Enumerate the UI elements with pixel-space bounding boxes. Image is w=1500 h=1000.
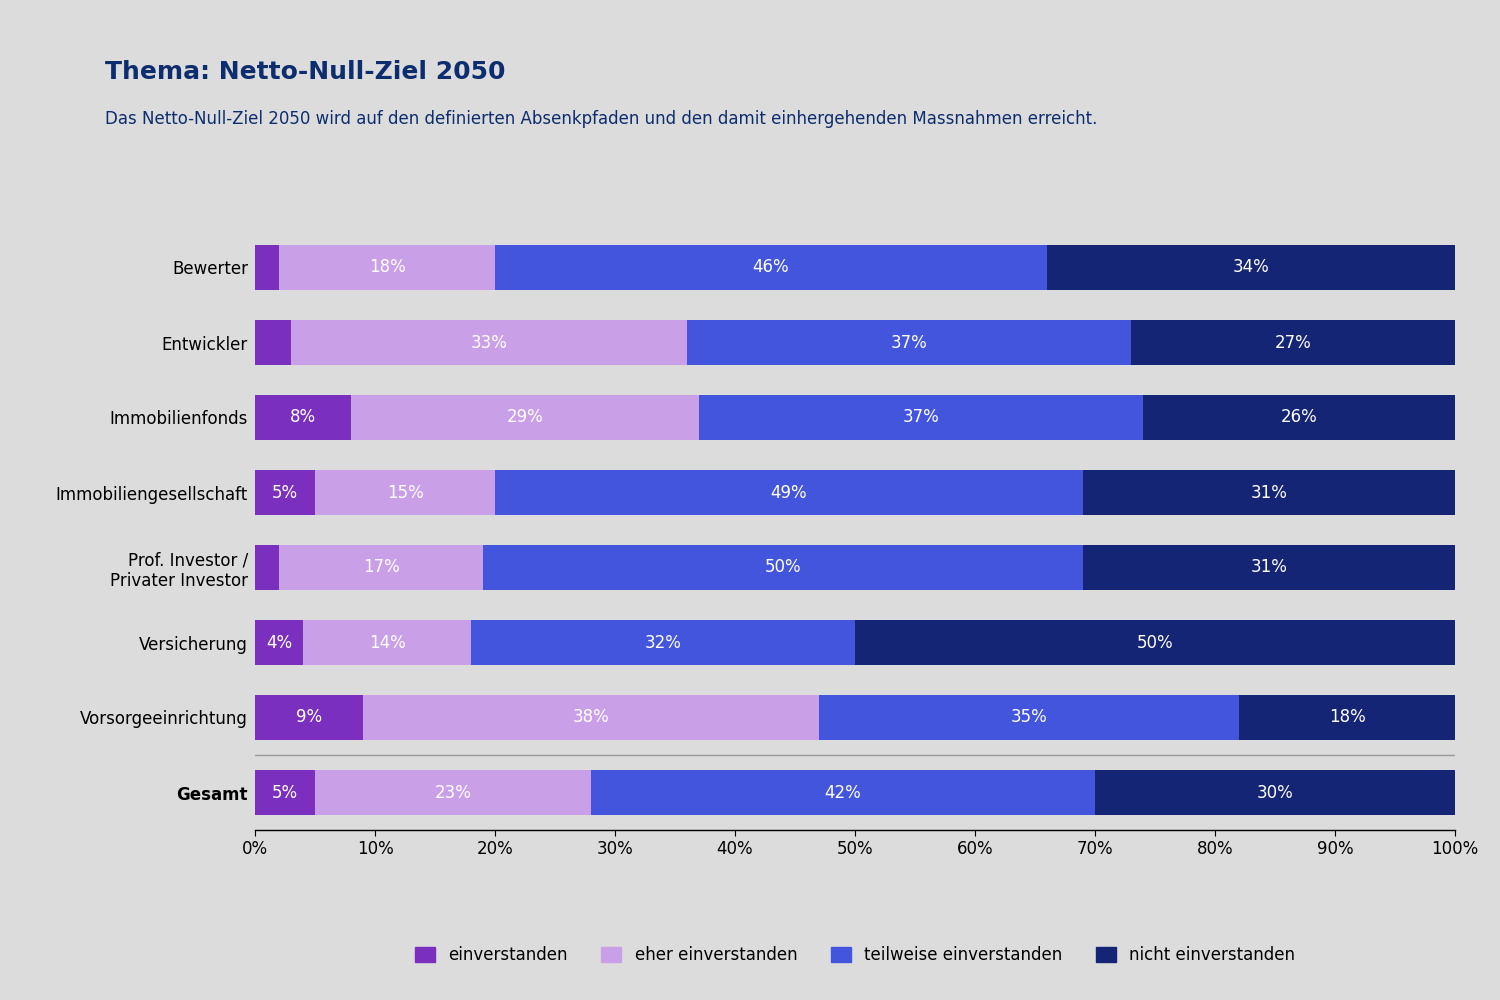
Bar	[699, 395, 1143, 440]
Bar	[1143, 395, 1455, 440]
Bar	[279, 545, 483, 590]
Text: 18%: 18%	[369, 258, 405, 276]
Text: 17%: 17%	[363, 558, 399, 576]
Text: 5%: 5%	[272, 484, 298, 502]
Bar	[483, 545, 1083, 590]
Bar	[495, 470, 1083, 515]
Text: 50%: 50%	[1137, 634, 1173, 652]
Bar	[819, 695, 1239, 740]
Text: 32%: 32%	[645, 634, 681, 652]
Text: 49%: 49%	[771, 484, 807, 502]
Bar	[255, 395, 351, 440]
Text: 46%: 46%	[753, 258, 789, 276]
Bar	[303, 620, 471, 665]
Text: 8%: 8%	[290, 408, 316, 426]
Bar	[255, 545, 279, 590]
Bar	[687, 320, 1131, 365]
Text: 23%: 23%	[435, 784, 471, 802]
Text: 50%: 50%	[765, 558, 801, 576]
Bar	[1095, 770, 1455, 815]
Text: 33%: 33%	[471, 334, 507, 352]
Text: 29%: 29%	[507, 408, 543, 426]
Bar	[1047, 245, 1455, 290]
Bar	[495, 245, 1047, 290]
Text: 5%: 5%	[272, 784, 298, 802]
Legend: einverstanden, eher einverstanden, teilweise einverstanden, nicht einverstanden: einverstanden, eher einverstanden, teilw…	[416, 946, 1294, 964]
Text: 4%: 4%	[266, 634, 292, 652]
Text: Das Netto-Null-Ziel 2050 wird auf den definierten Absenkpfaden und den damit ein: Das Netto-Null-Ziel 2050 wird auf den de…	[105, 110, 1098, 128]
Bar	[1083, 470, 1455, 515]
Text: 18%: 18%	[1329, 708, 1365, 726]
Text: 31%: 31%	[1251, 558, 1287, 576]
Bar	[1239, 695, 1455, 740]
Text: 30%: 30%	[1257, 784, 1293, 802]
Text: 15%: 15%	[387, 484, 423, 502]
Bar	[255, 620, 303, 665]
Text: 35%: 35%	[1011, 708, 1047, 726]
Text: 38%: 38%	[573, 708, 609, 726]
Bar	[255, 770, 315, 815]
Bar	[315, 770, 591, 815]
Bar	[315, 470, 495, 515]
Text: 31%: 31%	[1251, 484, 1287, 502]
Bar	[591, 770, 1095, 815]
Bar	[279, 245, 495, 290]
Bar	[255, 695, 363, 740]
Text: 26%: 26%	[1281, 408, 1317, 426]
Text: 9%: 9%	[296, 708, 322, 726]
Bar	[471, 620, 855, 665]
Bar	[855, 620, 1455, 665]
Bar	[291, 320, 687, 365]
Text: 37%: 37%	[891, 334, 927, 352]
Bar	[1131, 320, 1455, 365]
Text: 14%: 14%	[369, 634, 405, 652]
Text: 42%: 42%	[825, 784, 861, 802]
Text: 34%: 34%	[1233, 258, 1269, 276]
Text: 27%: 27%	[1275, 334, 1311, 352]
Bar	[1083, 545, 1455, 590]
Bar	[255, 245, 279, 290]
Bar	[255, 320, 291, 365]
Text: Thema: Netto-Null-Ziel 2050: Thema: Netto-Null-Ziel 2050	[105, 60, 506, 84]
Text: 37%: 37%	[903, 408, 939, 426]
Bar	[255, 470, 315, 515]
Bar	[351, 395, 699, 440]
Bar	[363, 695, 819, 740]
